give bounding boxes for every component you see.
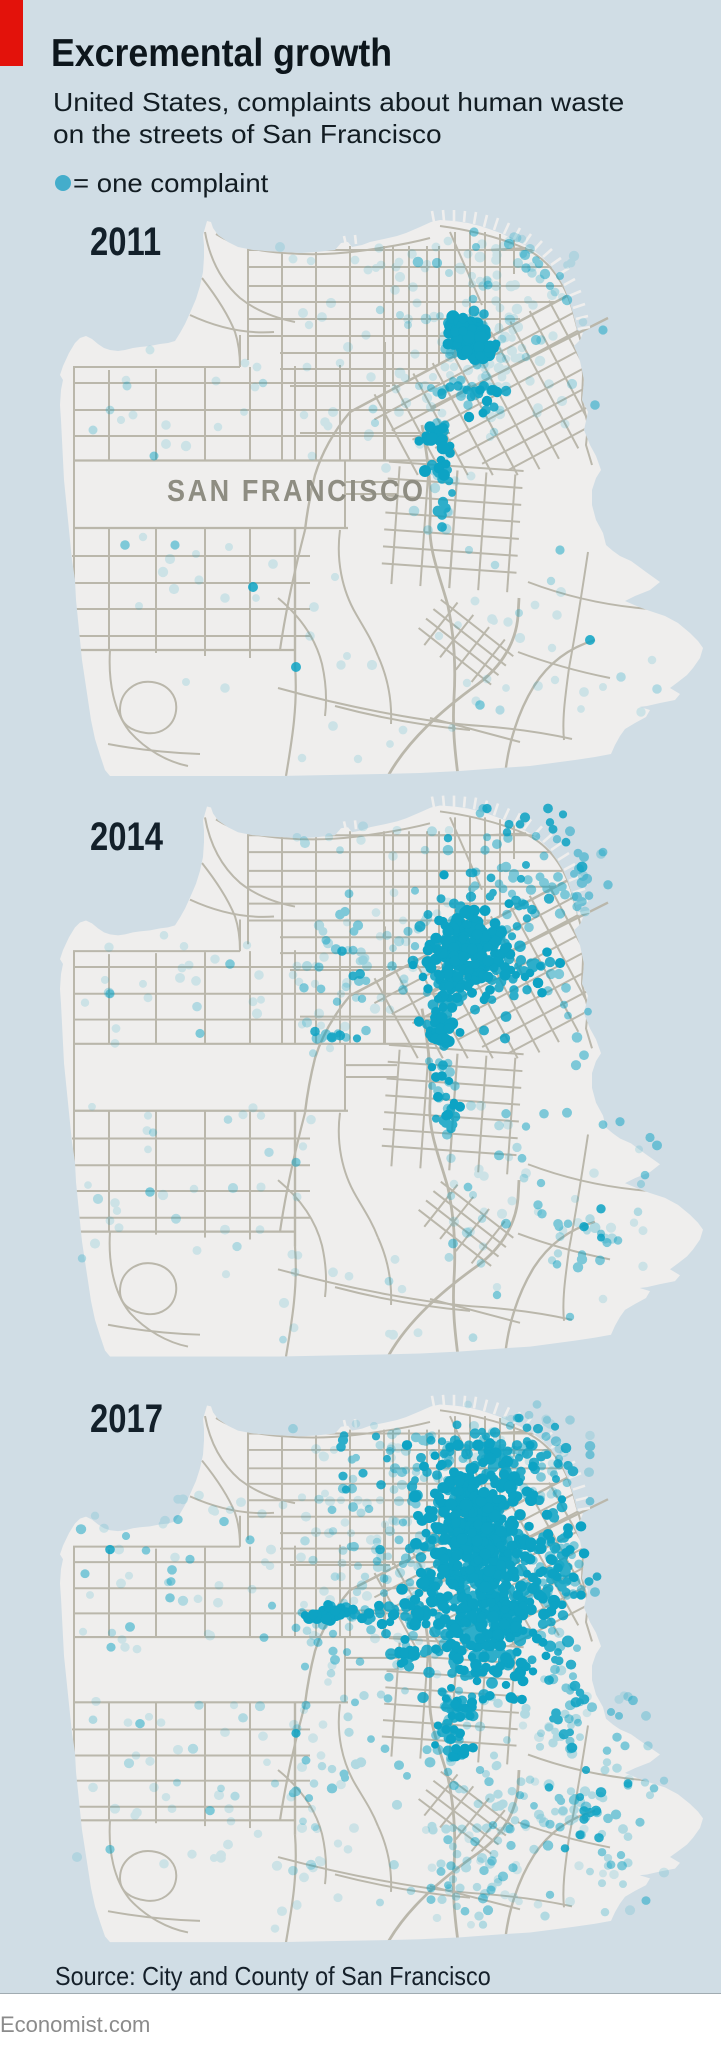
svg-text:SAN FRANCISCO: SAN FRANCISCO [167,474,426,508]
